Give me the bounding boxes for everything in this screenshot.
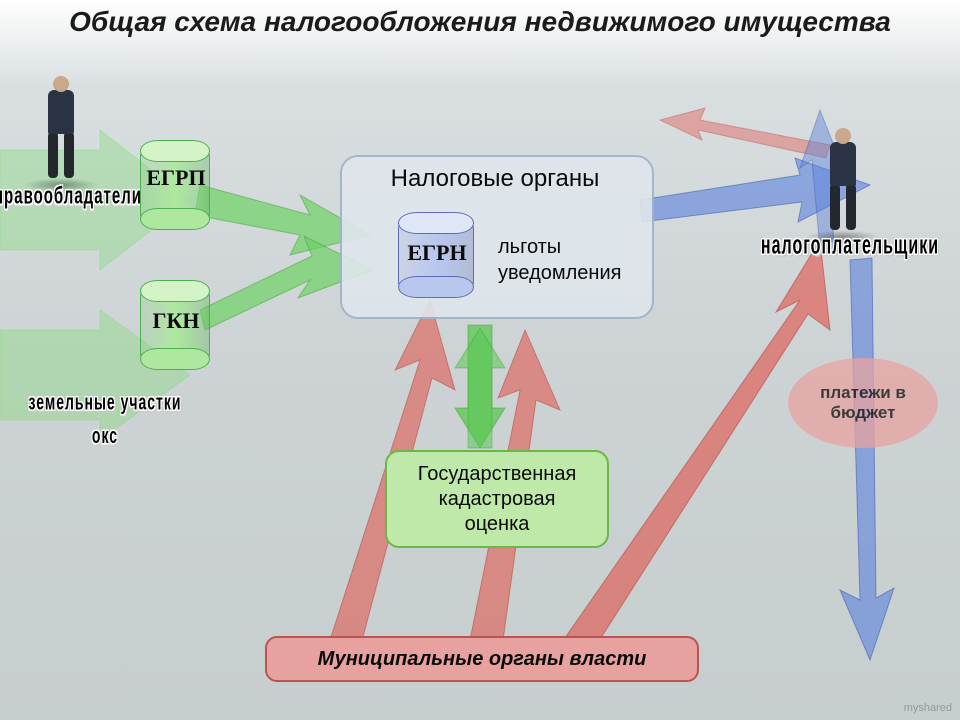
arrow-valuation-down xyxy=(455,328,505,448)
label-gkn: ГКН xyxy=(134,308,218,334)
label-rightsholders: правообладатели xyxy=(0,183,134,210)
figure-taxpayer xyxy=(820,128,866,238)
label-payments: платежи в бюджет xyxy=(820,383,906,424)
label-tax-title: Налоговые органы xyxy=(340,165,650,193)
label-egrn: ЕГРН xyxy=(392,240,482,266)
arrow-payer-back xyxy=(660,108,830,158)
arrow-valuation-up xyxy=(455,325,505,448)
label-benefits: льготы xyxy=(498,236,561,259)
box-municipal: Муниципальные органы власти xyxy=(265,636,699,682)
label-valuation: Государственная кадастровая оценка xyxy=(418,462,577,537)
label-taxpayers: налогоплательщики xyxy=(760,233,940,262)
label-land-okc: земельные участки окс xyxy=(0,385,220,452)
label-egrp: ЕГРП xyxy=(134,165,218,191)
ellipse-payments: платежи в бюджет xyxy=(788,358,938,448)
page-title: Общая схема налогообложения недвижимого … xyxy=(0,6,960,38)
label-municipal: Муниципальные органы власти xyxy=(318,648,647,671)
arrow-payer-to-budget xyxy=(840,258,894,660)
diagram-canvas: Общая схема налогообложения недвижимого … xyxy=(0,0,960,720)
figure-rightsholder xyxy=(38,76,84,186)
label-notices: уведомления xyxy=(498,262,621,285)
box-valuation: Государственная кадастровая оценка xyxy=(385,450,609,548)
watermark: myshared xyxy=(904,702,952,714)
